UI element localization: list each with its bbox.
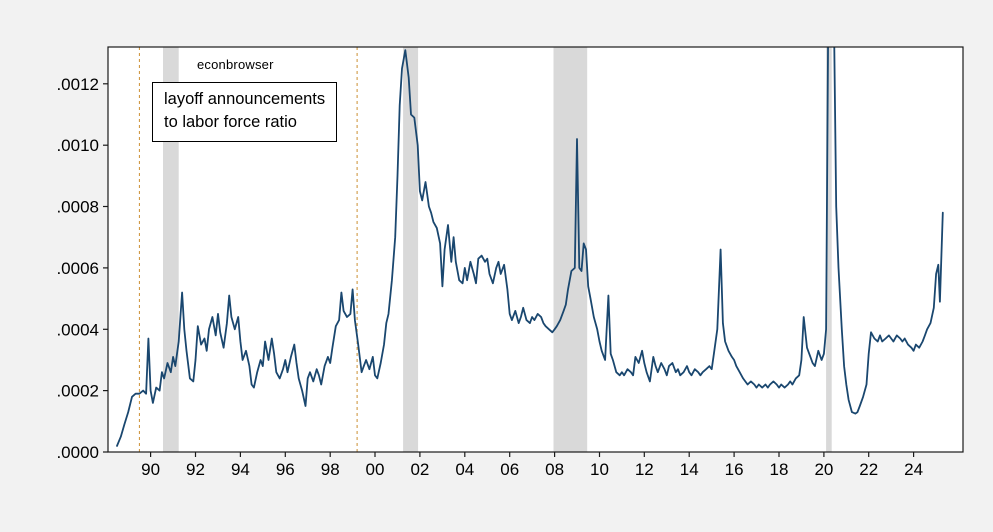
y-axis-tick-label: .0008 bbox=[56, 198, 99, 217]
x-axis-tick-label: 06 bbox=[500, 460, 519, 479]
x-axis-tick-label: 00 bbox=[366, 460, 385, 479]
x-axis-tick-label: 12 bbox=[635, 460, 654, 479]
x-axis-tick-label: 92 bbox=[186, 460, 205, 479]
y-axis-tick-label: .0004 bbox=[56, 320, 99, 339]
x-axis-tick-label: 14 bbox=[680, 460, 699, 479]
x-axis-tick-label: 94 bbox=[231, 460, 250, 479]
x-axis-tick-label: 20 bbox=[814, 460, 833, 479]
x-axis-tick-label: 90 bbox=[141, 460, 160, 479]
econbrowser-watermark: econbrowser bbox=[197, 57, 274, 72]
recession-band bbox=[826, 47, 832, 452]
x-axis-tick-label: 18 bbox=[770, 460, 789, 479]
recession-band bbox=[403, 47, 419, 452]
x-axis-tick-label: 96 bbox=[276, 460, 295, 479]
annotation-box: layoff announcements to labor force rati… bbox=[152, 82, 338, 142]
x-axis-tick-label: 24 bbox=[904, 460, 923, 479]
plot-frame bbox=[107, 46, 964, 453]
recession-band bbox=[553, 47, 588, 452]
y-axis-tick-label: .0002 bbox=[56, 382, 99, 401]
y-axis-tick-label: .0006 bbox=[56, 259, 99, 278]
x-axis-tick-label: 10 bbox=[590, 460, 609, 479]
annotation-line-2: to labor force ratio bbox=[164, 112, 297, 131]
x-axis-tick-label: 98 bbox=[321, 460, 340, 479]
y-axis-tick-label: .0010 bbox=[56, 136, 99, 155]
x-axis-tick-label: 02 bbox=[410, 460, 429, 479]
y-axis-tick-label: .0000 bbox=[56, 443, 99, 462]
x-axis-tick-label: 16 bbox=[725, 460, 744, 479]
series-line bbox=[116, 47, 944, 447]
x-axis-tick-label: 08 bbox=[545, 460, 564, 479]
x-axis-tick-label: 04 bbox=[455, 460, 474, 479]
recession-band bbox=[163, 47, 179, 452]
x-axis-tick-label: 22 bbox=[859, 460, 878, 479]
annotation-line-1: layoff announcements bbox=[164, 90, 326, 108]
y-axis-tick-label: .0012 bbox=[56, 75, 99, 94]
